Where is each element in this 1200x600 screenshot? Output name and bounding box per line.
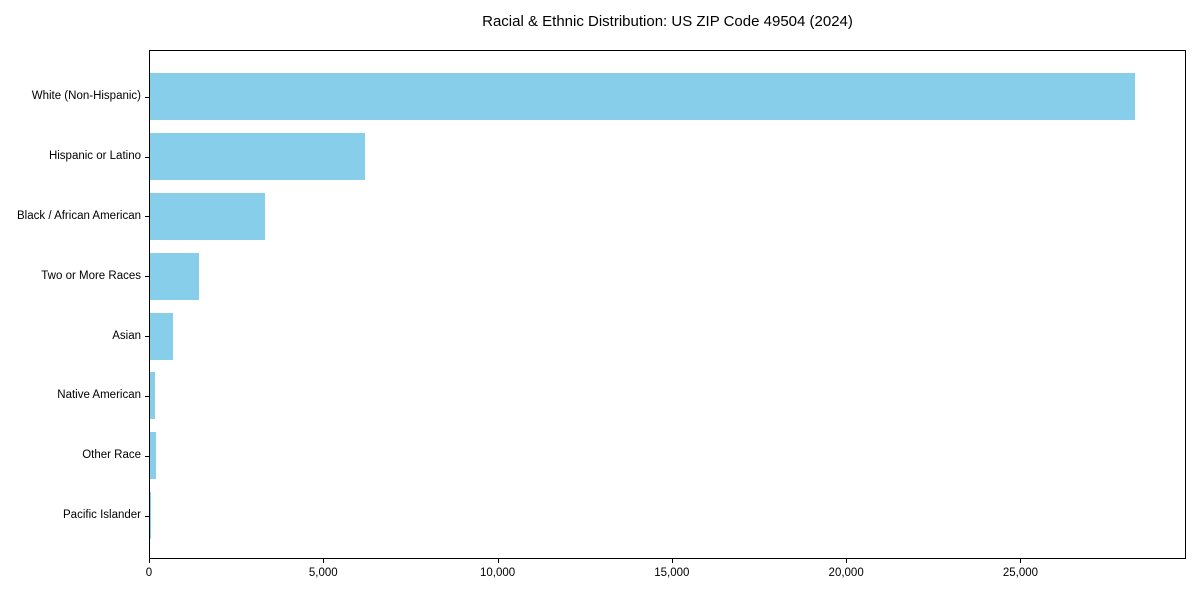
y-axis-label: Other Race xyxy=(82,449,141,462)
y-axis-tick xyxy=(145,455,149,457)
chart-title: Racial & Ethnic Distribution: US ZIP Cod… xyxy=(482,13,853,30)
y-axis-tick xyxy=(145,96,149,98)
y-axis-label: Pacific Islander xyxy=(63,509,141,522)
x-axis-tick xyxy=(671,559,673,563)
plot-area xyxy=(149,50,1186,559)
y-axis-label: Asian xyxy=(112,329,141,342)
x-axis-tick xyxy=(846,559,848,563)
y-axis-tick xyxy=(145,276,149,278)
y-axis-tick xyxy=(145,395,149,397)
y-axis-label: Hispanic or Latino xyxy=(48,150,141,163)
bar-black-african-american xyxy=(150,192,266,240)
y-axis-label: Black / African American xyxy=(17,209,141,222)
bar-white-non-hispanic xyxy=(150,73,1135,121)
x-axis-tick xyxy=(149,559,150,563)
x-axis-tick xyxy=(323,559,325,563)
bar-pacific-islander xyxy=(150,492,151,540)
x-axis-tick xyxy=(497,559,499,563)
y-axis-tick xyxy=(145,216,149,218)
y-axis-label: White (Non-Hispanic) xyxy=(31,90,141,103)
y-axis-label: Native American xyxy=(57,389,141,402)
y-axis-tick xyxy=(145,156,149,158)
y-axis-tick xyxy=(145,515,149,517)
y-axis-tick xyxy=(145,336,149,338)
y-axis-label: Two or More Races xyxy=(41,269,141,282)
x-axis-tick-label: 15,000 xyxy=(654,567,690,579)
bar-other-race xyxy=(150,432,156,480)
x-axis-tick-label: 25,000 xyxy=(1002,567,1039,579)
x-axis-tick-label: 0 xyxy=(145,567,153,579)
bar-native-american xyxy=(150,372,155,420)
bar-asian xyxy=(150,312,174,360)
x-axis-tick-label: 10,000 xyxy=(479,567,516,579)
x-axis-tick xyxy=(1020,559,1022,563)
x-axis-tick-label: 20,000 xyxy=(828,567,864,579)
bar-two-or-more-races xyxy=(150,252,199,300)
bar-hispanic-or-latino xyxy=(150,133,365,181)
x-axis-tick-label: 5,000 xyxy=(308,567,338,579)
